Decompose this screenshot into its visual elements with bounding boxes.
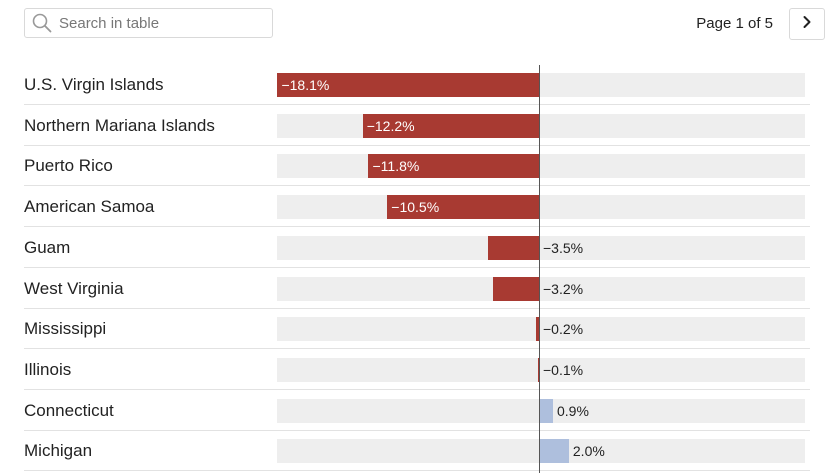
table-row: West Virginia −3.2% — [24, 269, 810, 309]
row-label: Illinois — [24, 359, 72, 379]
table-row: Guam −3.5% — [24, 228, 810, 268]
table-row: Connecticut 0.9% — [24, 391, 810, 431]
table-row: Illinois −0.1% — [24, 350, 810, 390]
negative-bar — [488, 235, 539, 260]
bar-track: −0.1% — [277, 357, 805, 382]
negative-bar — [536, 317, 539, 342]
row-label: West Virginia — [24, 278, 124, 298]
row-label: Guam — [24, 237, 71, 257]
bar-value-label: −12.2% — [366, 117, 415, 134]
bar-track: −18.1% — [277, 73, 805, 97]
search-icon — [29, 10, 55, 36]
bar-track: 2.0% — [277, 439, 805, 464]
row-label: U.S. Virgin Islands — [24, 75, 164, 94]
search-box[interactable] — [24, 8, 273, 38]
next-page-button[interactable] — [789, 8, 825, 40]
search-input[interactable] — [55, 10, 259, 36]
table-row: Puerto Rico −11.8% — [24, 146, 810, 187]
table-row: Northern Mariana Islands −12.2% — [24, 106, 810, 146]
bar-value-label: −0.1% — [543, 361, 584, 378]
bar-value-label: −3.5% — [543, 239, 584, 256]
bar-value-label: 0.9% — [557, 402, 589, 419]
bar-value-label: −11.8% — [372, 158, 420, 175]
bar-track: −0.2% — [277, 317, 805, 342]
bar-track: −10.5% — [277, 195, 805, 220]
bar-value-label: −18.1% — [281, 77, 330, 93]
table-row: American Samoa −10.5% — [24, 187, 810, 228]
positive-bar — [540, 398, 553, 423]
bar-value-label: −10.5% — [391, 199, 440, 216]
negative-bar — [387, 195, 539, 220]
bar-value-label: −3.2% — [543, 280, 584, 297]
negative-bar — [362, 113, 539, 138]
zero-axis-line — [539, 65, 540, 473]
page-indicator: Page 1 of 5 — [696, 15, 773, 32]
bar-track: 0.9% — [277, 398, 805, 423]
bar-track: −12.2% — [277, 113, 805, 138]
bar-track: −3.2% — [277, 276, 805, 301]
row-label: Michigan — [24, 441, 93, 461]
negative-bar — [277, 73, 539, 97]
chevron-right-icon — [800, 15, 814, 34]
row-label: American Samoa — [24, 197, 155, 217]
row-label: Mississippi — [24, 319, 107, 339]
bar-value-label: −0.2% — [543, 321, 584, 338]
table-row: U.S. Virgin Islands −18.1% — [24, 65, 810, 105]
positive-bar — [540, 439, 569, 464]
bar-track: −11.8% — [277, 154, 805, 179]
row-label: Puerto Rico — [24, 156, 113, 176]
table-row: Michigan 2.0% — [24, 431, 810, 472]
negative-bar — [492, 276, 539, 301]
bar-track: −3.5% — [277, 235, 805, 260]
row-label: Northern Mariana Islands — [24, 115, 215, 135]
table-row: Mississippi −0.2% — [24, 309, 810, 350]
negative-bar — [368, 154, 539, 179]
negative-bar — [537, 357, 540, 382]
row-label: Connecticut — [24, 400, 114, 420]
bar-value-label: 2.0% — [572, 443, 605, 460]
